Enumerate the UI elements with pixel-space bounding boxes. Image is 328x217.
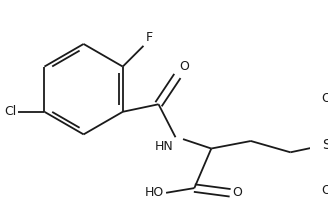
Text: O: O [321, 92, 328, 105]
Text: Cl: Cl [4, 105, 16, 118]
Text: F: F [145, 31, 153, 44]
Text: S: S [322, 138, 328, 152]
Text: O: O [179, 60, 189, 73]
Text: O: O [321, 184, 328, 197]
Text: HN: HN [155, 140, 174, 153]
Text: HO: HO [145, 186, 164, 199]
Text: O: O [232, 186, 242, 199]
